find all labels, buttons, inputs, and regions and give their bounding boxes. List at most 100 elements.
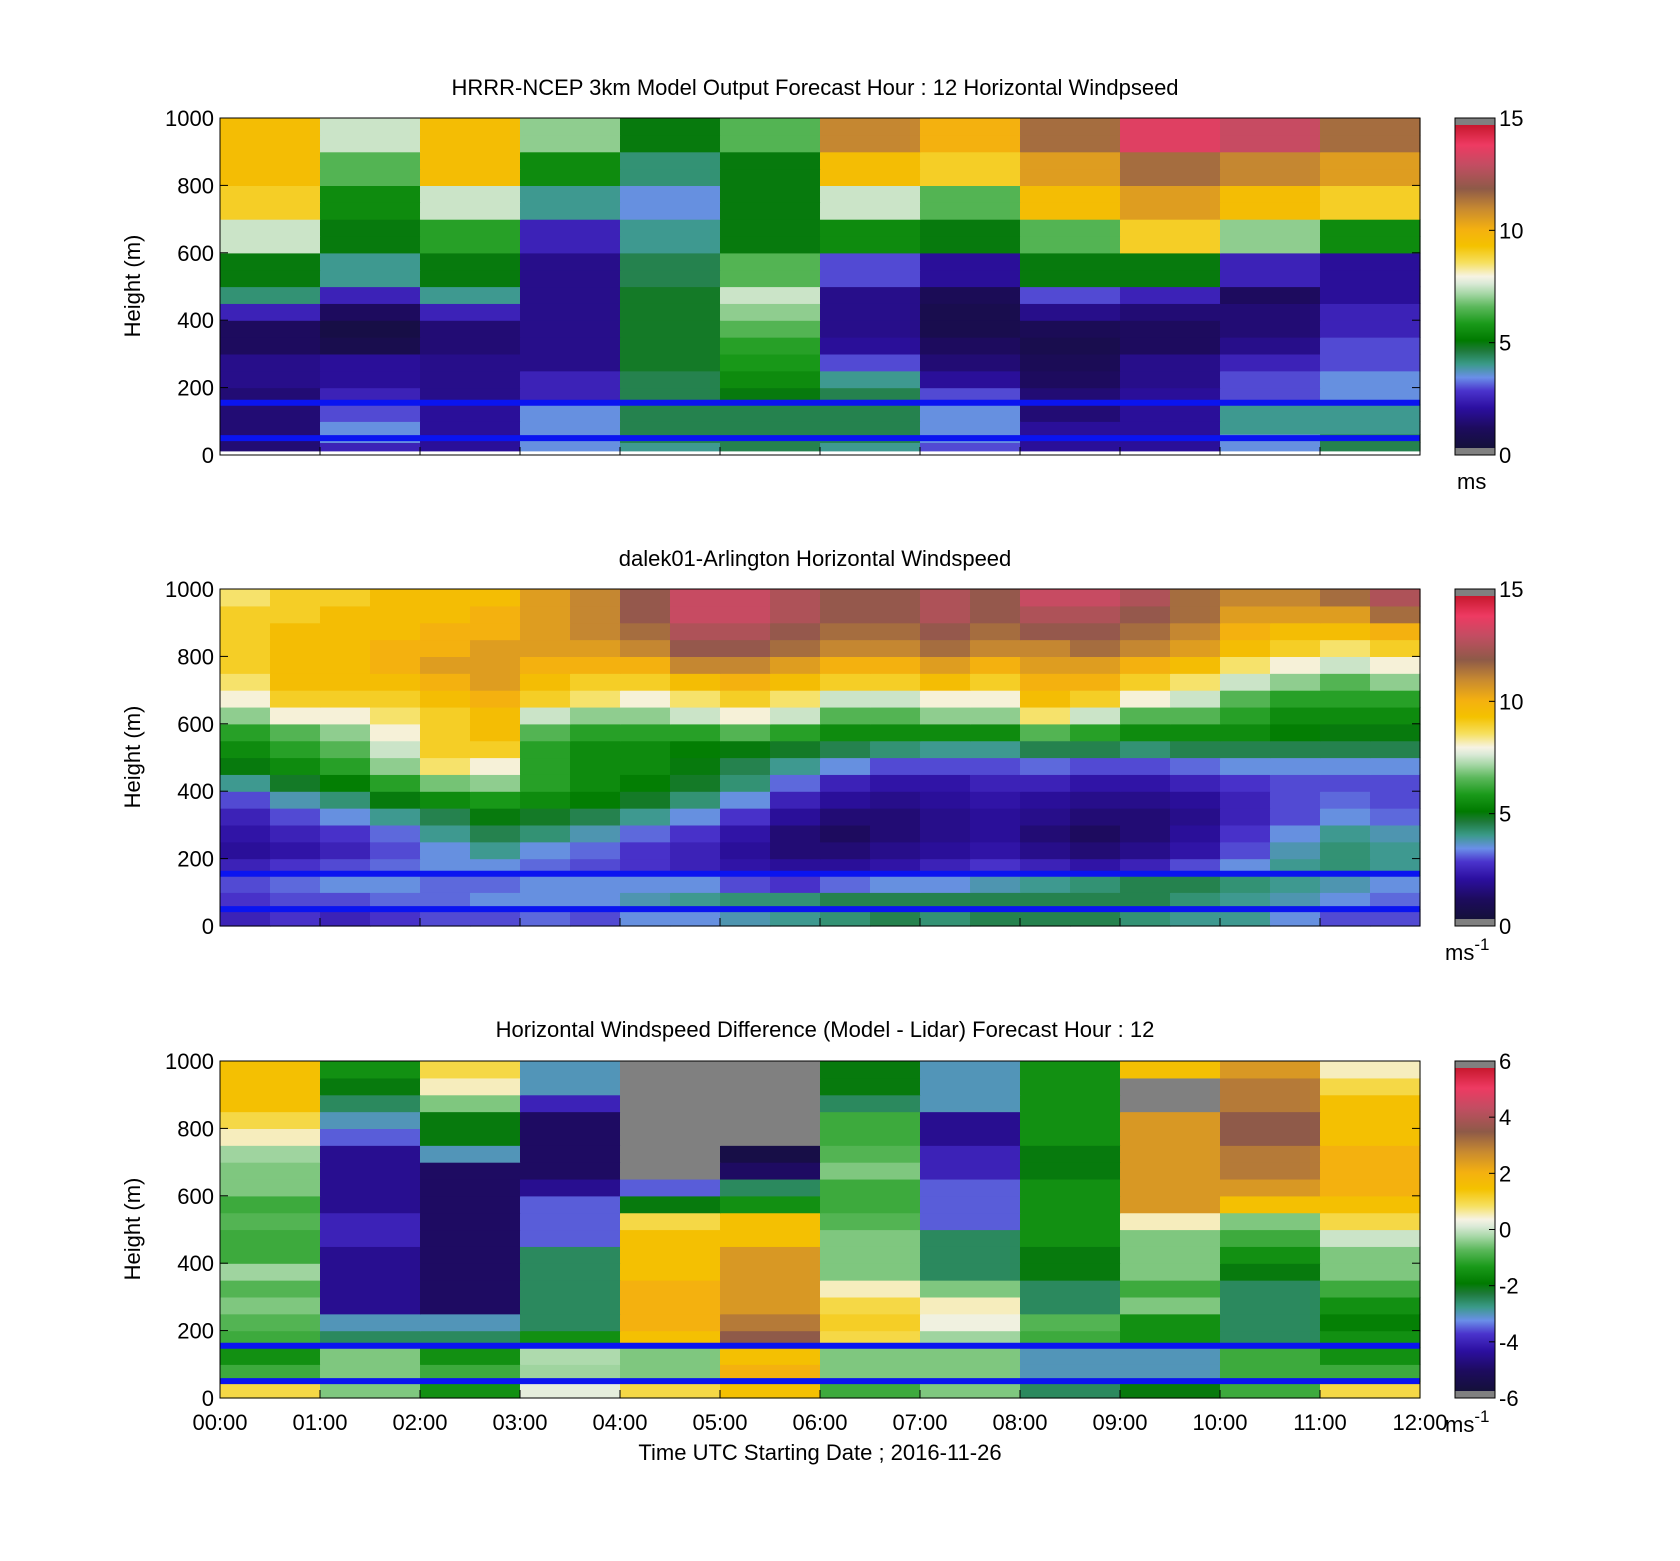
heatmap-cell — [820, 690, 871, 708]
heatmap-cell — [1120, 605, 1171, 624]
heatmap-cell — [920, 1162, 1021, 1180]
heatmap-cell — [670, 690, 721, 708]
colorbar-tick-label: 15 — [1499, 577, 1523, 602]
heatmap-cell — [370, 808, 421, 826]
heatmap-cell — [920, 892, 971, 910]
heatmap-cell — [770, 706, 821, 725]
heatmap-cell — [1120, 824, 1171, 843]
heatmap-cell — [720, 757, 771, 775]
heatmap-cell — [1120, 690, 1171, 708]
heatmap-cell — [1170, 605, 1221, 624]
heatmap-cell — [520, 1178, 621, 1197]
panel-model-x-ticks — [219, 447, 1421, 455]
heatmap-cell — [770, 892, 821, 910]
heatmap-cell — [220, 421, 321, 435]
heatmap-cell — [870, 909, 921, 927]
heatmap-cell — [270, 639, 321, 657]
heatmap-cell — [1020, 168, 1121, 186]
heatmap-cell — [520, 286, 621, 304]
heatmap-cell — [220, 1381, 321, 1399]
heatmap-cell — [720, 370, 821, 389]
heatmap-cell — [1320, 1263, 1421, 1281]
heatmap-cell — [520, 808, 571, 826]
heatmap-cell — [820, 1212, 921, 1231]
heatmap-cell — [1120, 757, 1171, 775]
heatmap-cell — [820, 1061, 921, 1079]
heatmap-cell — [570, 706, 621, 725]
panel-difference-x-ticks — [219, 1390, 1421, 1398]
heatmap-cell — [1070, 690, 1121, 708]
heatmap-cell — [720, 303, 821, 321]
heatmap-cell — [370, 706, 421, 725]
heatmap-cell — [720, 219, 821, 237]
heatmap-cell — [1370, 774, 1421, 792]
heatmap-cell — [970, 875, 1021, 893]
heatmap-cell — [220, 442, 321, 452]
heatmap-cell — [1270, 892, 1321, 910]
heatmap-cell — [820, 151, 921, 170]
heatmap-cell — [620, 1381, 721, 1399]
heatmap-cell — [620, 286, 721, 304]
heatmap-cell — [420, 1347, 521, 1365]
heatmap-cell — [220, 1178, 321, 1197]
heatmap-cell — [1070, 622, 1121, 641]
heatmap-cell — [870, 791, 921, 809]
heatmap-cell — [1020, 909, 1071, 927]
heatmap-cell — [920, 1313, 1021, 1332]
heatmap-cell — [1120, 673, 1171, 691]
heatmap-cell — [970, 622, 1021, 641]
y-tick-label: 800 — [177, 173, 214, 198]
heatmap-cell — [1320, 774, 1371, 792]
heatmap-cell — [820, 353, 921, 372]
heatmap-cell — [370, 622, 421, 641]
heatmap-cell — [920, 118, 1021, 136]
heatmap-cell — [320, 286, 421, 304]
heatmap-cell — [420, 774, 471, 792]
heatmap-cell — [1220, 757, 1271, 775]
heatmap-cell — [520, 909, 571, 927]
heatmap-cell — [920, 1296, 1021, 1315]
heatmap-cell — [320, 706, 371, 725]
heatmap-cell — [220, 404, 321, 422]
heatmap-cell — [1120, 1280, 1221, 1298]
heatmap-cell — [1170, 841, 1221, 860]
heatmap-cell — [720, 673, 771, 691]
heatmap-cell — [320, 303, 421, 321]
colorbar-tick-label: 10 — [1499, 218, 1523, 243]
heatmap-cell — [1120, 1381, 1221, 1399]
heatmap-cell — [1270, 690, 1321, 708]
heatmap-cell — [820, 1364, 921, 1382]
heatmap-cell — [320, 185, 421, 203]
heatmap-cell — [1320, 202, 1421, 220]
heatmap-cell — [1320, 808, 1371, 826]
heatmap-cell — [1320, 1313, 1421, 1332]
heatmap-cell — [1320, 841, 1371, 860]
heatmap-cell — [1120, 151, 1221, 170]
heatmap-cell — [820, 808, 871, 826]
panel-difference-reference-lines — [220, 1342, 1420, 1385]
heatmap-cell — [1320, 909, 1371, 927]
heatmap-cell — [1320, 353, 1421, 372]
heatmap-cell — [720, 168, 821, 186]
panel-lidar: dalek01-Arlington Horizontal Windspeed 0… — [120, 546, 1523, 965]
heatmap-cell — [520, 841, 571, 860]
heatmap-cell — [420, 1212, 521, 1231]
heatmap-cell — [1170, 774, 1221, 792]
heatmap-cell — [1120, 219, 1221, 237]
heatmap-cell — [1320, 1280, 1421, 1298]
heatmap-cell — [920, 1229, 1021, 1247]
heatmap-cell — [1120, 303, 1221, 321]
x-tick-label: 06:00 — [792, 1410, 847, 1435]
heatmap-cell — [220, 892, 271, 910]
heatmap-cell — [320, 639, 371, 657]
heatmap-cell — [1220, 909, 1271, 927]
heatmap-cell — [820, 892, 871, 910]
heatmap-cell — [820, 235, 921, 254]
heatmap-cell — [1120, 1162, 1221, 1180]
heatmap-cell — [920, 1195, 1021, 1214]
heatmap-cell — [1020, 1162, 1121, 1180]
heatmap-cell — [320, 605, 371, 624]
panel-lidar-heatmap — [220, 589, 1421, 927]
heatmap-cell — [620, 791, 671, 809]
heatmap-cell — [720, 824, 771, 843]
